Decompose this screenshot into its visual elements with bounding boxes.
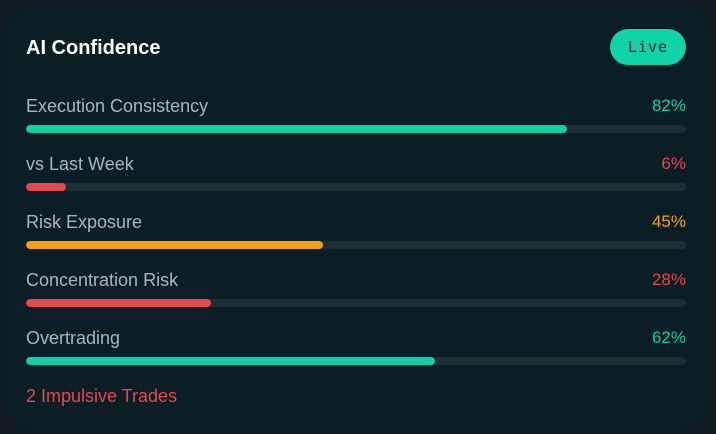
metric-label: vs Last Week (26, 154, 134, 174)
metric-label: Risk Exposure (26, 212, 143, 232)
progress-track (26, 183, 686, 191)
metric-vs-last-week: vs Last Week 6% (26, 153, 686, 193)
progress-track (26, 241, 686, 249)
progress-track (26, 357, 686, 365)
metric-label: Execution Consistency (26, 96, 209, 116)
live-badge[interactable]: Live (610, 29, 686, 65)
metric-label: Overtrading (26, 328, 121, 348)
metric-value: 28% (651, 270, 686, 289)
progress-fill (26, 241, 323, 249)
progress-fill (26, 125, 568, 133)
metric-value: 62% (651, 328, 686, 347)
metric-value: 45% (651, 212, 686, 231)
impulsive-trades-note[interactable]: 2 Impulsive Trades (26, 386, 178, 406)
card-title: AI Confidence (26, 37, 161, 59)
metric-risk-exposure: Risk Exposure 45% (26, 211, 686, 251)
metric-label: Concentration Risk (26, 270, 179, 290)
metric-concentration-risk: Concentration Risk 28% (26, 269, 686, 309)
progress-fill (26, 357, 436, 365)
progress-track (26, 125, 686, 133)
progress-fill (26, 183, 66, 191)
metric-overtrading: Overtrading 62% (26, 327, 686, 367)
progress-track (26, 299, 686, 307)
ai-confidence-card: AI Confidence Live Execution Consistency… (2, 5, 712, 432)
metric-execution-consistency: Execution Consistency 82% (26, 95, 686, 135)
progress-fill (26, 299, 211, 307)
metric-value: 6% (661, 154, 686, 173)
metric-value: 82% (651, 96, 686, 115)
